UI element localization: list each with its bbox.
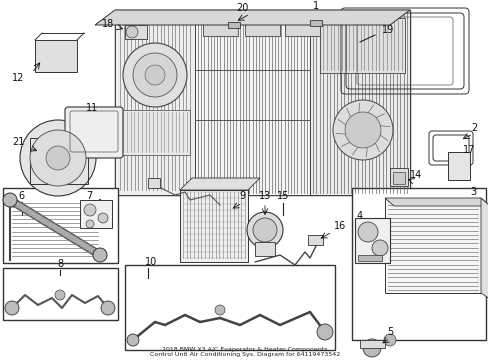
Bar — [357, 255, 381, 261]
Text: 1: 1 — [312, 1, 318, 11]
Polygon shape — [180, 178, 260, 190]
Bar — [3, 268, 118, 320]
Circle shape — [86, 220, 94, 228]
Circle shape — [127, 334, 139, 346]
Circle shape — [145, 65, 164, 85]
Bar — [195, 10, 309, 195]
Circle shape — [5, 301, 19, 315]
Text: 5: 5 — [386, 327, 392, 337]
Polygon shape — [384, 198, 488, 206]
Circle shape — [55, 290, 65, 300]
Text: 2018 BMW X3 A/C Evaporator & Heater Components: 2018 BMW X3 A/C Evaporator & Heater Comp… — [162, 347, 327, 352]
Circle shape — [20, 120, 96, 196]
Circle shape — [215, 305, 224, 315]
Circle shape — [46, 146, 70, 170]
Circle shape — [371, 240, 387, 256]
Circle shape — [126, 26, 138, 38]
Text: 19: 19 — [381, 25, 393, 35]
Circle shape — [252, 218, 276, 242]
Bar — [359, 340, 384, 348]
Bar — [227, 22, 240, 28]
Text: 13: 13 — [258, 191, 270, 201]
Circle shape — [101, 301, 115, 315]
Bar — [115, 10, 195, 195]
Circle shape — [133, 53, 177, 97]
Bar — [309, 20, 321, 26]
Text: 4: 4 — [356, 211, 363, 221]
Circle shape — [246, 212, 283, 248]
FancyBboxPatch shape — [65, 107, 123, 158]
Text: 15: 15 — [276, 191, 288, 201]
Text: 21: 21 — [12, 137, 24, 147]
Circle shape — [383, 334, 395, 346]
Circle shape — [123, 43, 186, 107]
Bar — [285, 18, 319, 36]
Text: 7: 7 — [86, 191, 92, 201]
Bar — [203, 18, 238, 36]
Circle shape — [357, 222, 377, 242]
Text: 11: 11 — [86, 103, 98, 113]
Text: 17: 17 — [462, 145, 474, 155]
Polygon shape — [480, 198, 488, 299]
Polygon shape — [95, 10, 409, 25]
Circle shape — [332, 100, 392, 160]
Bar — [35, 40, 77, 72]
Text: 9: 9 — [239, 191, 244, 201]
Text: 20: 20 — [235, 3, 248, 13]
Bar — [125, 25, 147, 39]
Text: 6: 6 — [18, 191, 24, 201]
Text: 16: 16 — [333, 221, 346, 231]
Bar — [389, 168, 407, 186]
Circle shape — [3, 193, 17, 207]
Bar — [392, 172, 404, 184]
Text: 10: 10 — [145, 257, 157, 267]
Circle shape — [345, 112, 380, 148]
Text: Control Unit Air Conditioning Sys. Diagram for 64119473542: Control Unit Air Conditioning Sys. Diagr… — [149, 352, 340, 357]
Bar — [351, 188, 485, 340]
Bar — [30, 138, 88, 184]
Bar — [244, 18, 280, 36]
Circle shape — [362, 339, 380, 357]
Circle shape — [98, 213, 108, 223]
Circle shape — [30, 130, 86, 186]
Bar — [254, 242, 274, 256]
Text: 2: 2 — [470, 123, 476, 133]
Bar — [125, 265, 334, 350]
Bar — [148, 178, 160, 188]
Text: 8: 8 — [57, 259, 63, 269]
Circle shape — [316, 324, 332, 340]
Bar — [447, 152, 469, 180]
Bar — [3, 188, 118, 263]
Text: 3: 3 — [469, 187, 475, 197]
Bar — [80, 200, 112, 228]
Bar — [180, 190, 247, 262]
Text: 18: 18 — [102, 19, 114, 29]
Bar — [384, 198, 480, 293]
Text: 12: 12 — [12, 73, 24, 83]
Bar — [319, 18, 404, 73]
Bar — [307, 235, 323, 245]
Bar — [309, 10, 409, 195]
Bar — [354, 218, 389, 263]
Bar — [120, 110, 190, 155]
Bar — [115, 10, 409, 195]
Circle shape — [93, 248, 107, 262]
Text: 14: 14 — [409, 170, 421, 180]
Circle shape — [84, 204, 96, 216]
